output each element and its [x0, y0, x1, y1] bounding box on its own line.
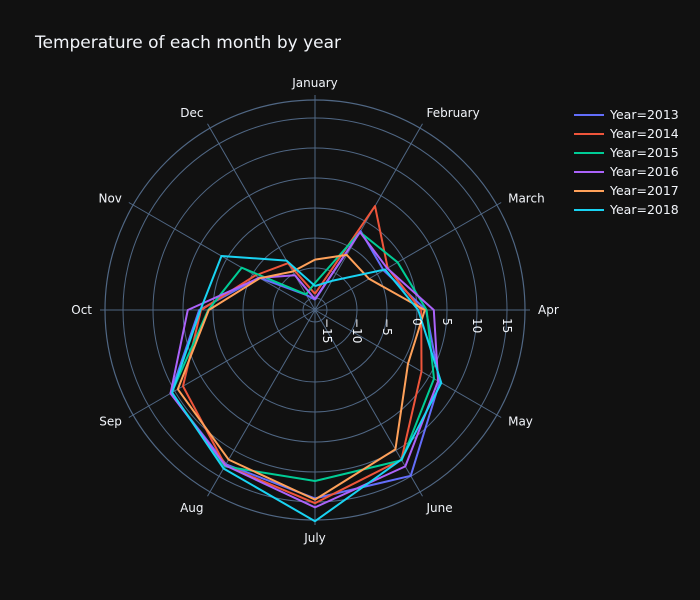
angular-tick [128, 414, 134, 418]
legend-label: Year=2018 [610, 202, 679, 217]
angular-tick-label: June [426, 501, 453, 515]
legend-swatch [574, 132, 604, 135]
angular-tick-label: Nov [98, 192, 121, 206]
legend-item[interactable]: Year=2017 [574, 181, 679, 200]
angular-tick-label: July [303, 531, 326, 545]
radial-tick-label: −15 [320, 318, 334, 343]
legend-item[interactable]: Year=2013 [574, 105, 679, 124]
angular-tick-label: Dec [180, 106, 203, 120]
legend-item[interactable]: Year=2016 [574, 162, 679, 181]
angular-tick-label: January [291, 76, 338, 90]
legend-label: Year=2017 [610, 183, 679, 198]
radial-tick-label: 15 [500, 318, 514, 333]
legend-item[interactable]: Year=2018 [574, 200, 679, 219]
axis-labels: January February March Apr May June July Aug Sep… [71, 76, 559, 545]
chart-title: Temperature of each month by year [35, 33, 342, 53]
angular-tick [496, 202, 502, 206]
legend-swatch [574, 113, 604, 116]
radial-tick-label: −5 [380, 318, 394, 336]
angular-gridline [314, 309, 421, 493]
angular-tick [496, 414, 502, 418]
angular-tick-label: May [508, 415, 533, 429]
radial-tick-label: 10 [470, 318, 484, 333]
angular-tick [207, 123, 211, 129]
series-line [170, 231, 435, 482]
angular-tick [207, 491, 211, 497]
angular-tick-label: February [427, 106, 480, 120]
legend[interactable]: Year=2013 Year=2014 Year=2015 Year=2016 Year… [574, 105, 679, 219]
angular-tick [419, 123, 423, 129]
legend-item[interactable]: Year=2015 [574, 143, 679, 162]
legend-swatch [574, 208, 604, 211]
angular-gridline [209, 309, 316, 493]
angular-gridline [314, 309, 498, 416]
legend-label: Year=2014 [610, 126, 679, 141]
angular-gridline [209, 127, 316, 311]
series-line [171, 255, 443, 523]
series-lines [169, 205, 443, 523]
angular-gridline [132, 309, 316, 416]
angular-tick [419, 491, 423, 497]
angular-tick-label: March [508, 192, 545, 206]
legend-label: Year=2016 [610, 164, 679, 179]
angular-tick-label: Apr [538, 303, 559, 317]
angular-gridline [314, 127, 421, 311]
legend-item[interactable]: Year=2014 [574, 124, 679, 143]
radial-tick-label: −10 [350, 318, 364, 343]
angular-tick-label: Sep [99, 415, 122, 429]
angular-gridline [314, 204, 498, 311]
legend-label: Year=2015 [610, 145, 679, 160]
series-line [169, 230, 441, 500]
polar-grid [100, 95, 530, 525]
angular-gridline [132, 204, 316, 311]
legend-swatch [574, 189, 604, 192]
radial-tick-label: 5 [440, 318, 454, 326]
radial-tick-label: 0 [410, 318, 424, 326]
angular-tick-label: Aug [180, 501, 203, 515]
angular-tick [128, 202, 134, 206]
series-line [176, 253, 426, 501]
legend-swatch [574, 170, 604, 173]
angular-tick-label: Oct [71, 303, 92, 317]
legend-label: Year=2013 [610, 107, 679, 122]
legend-swatch [574, 151, 604, 154]
